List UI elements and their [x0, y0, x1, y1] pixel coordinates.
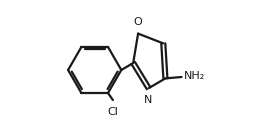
Text: NH₂: NH₂ [184, 71, 206, 81]
Text: Cl: Cl [108, 107, 118, 117]
Text: N: N [144, 95, 152, 105]
Text: O: O [134, 17, 142, 27]
